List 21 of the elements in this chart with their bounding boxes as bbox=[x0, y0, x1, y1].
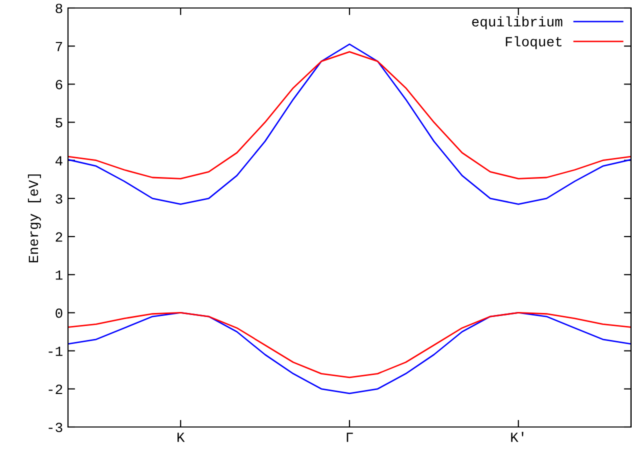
y-tick-label: 4 bbox=[56, 156, 62, 166]
legend-label: equilibrium bbox=[472, 16, 562, 30]
y-tick-label: -3 bbox=[48, 422, 62, 432]
x-tick-label: K bbox=[178, 432, 185, 442]
y-tick-label: 1 bbox=[56, 270, 62, 280]
y-tick-label: 0 bbox=[56, 308, 62, 318]
line-series bbox=[68, 312, 631, 378]
y-axis-title: Energy [eV] bbox=[28, 174, 41, 262]
y-tick-label: 7 bbox=[56, 42, 62, 52]
x-tick-label: K′ bbox=[511, 432, 524, 442]
y-tick-label: 6 bbox=[56, 80, 62, 90]
y-tick-label: 2 bbox=[56, 232, 62, 242]
y-tick-label: 8 bbox=[56, 4, 62, 14]
y-tick-label: 5 bbox=[56, 118, 62, 128]
x-tick-label: Γ bbox=[346, 432, 353, 442]
y-tick-label: 3 bbox=[56, 194, 62, 204]
line-series bbox=[68, 51, 631, 180]
y-tick-label: -2 bbox=[48, 384, 62, 394]
y-tick-label: -1 bbox=[48, 346, 62, 356]
line-series bbox=[68, 312, 631, 394]
legend-label: Floquet bbox=[506, 36, 562, 50]
